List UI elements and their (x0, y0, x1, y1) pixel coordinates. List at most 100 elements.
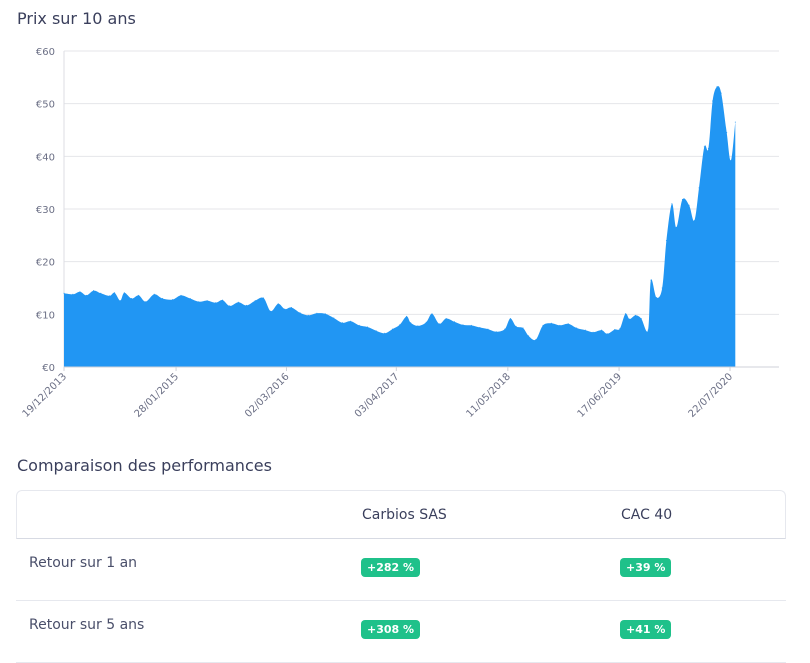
price-point (592, 331, 594, 333)
x-tick-label: 22/07/2020 (687, 371, 736, 420)
price-point (619, 328, 621, 330)
price-point (515, 325, 517, 327)
y-tick-label: €40 (36, 152, 55, 163)
cac40-return-badge: +39 % (620, 558, 672, 577)
price-point (341, 322, 343, 324)
price-point (688, 204, 690, 206)
price-point (375, 330, 377, 332)
x-tick-label: 28/01/2015 (133, 371, 182, 420)
price-point (153, 293, 155, 295)
price-point (333, 317, 335, 319)
price-point (162, 298, 163, 299)
price-point (584, 329, 586, 331)
price-point (624, 313, 626, 315)
price-point (324, 313, 326, 315)
x-tick-label: 02/03/2016 (243, 371, 292, 420)
price-point (79, 291, 81, 293)
performance-table-header: Carbios SAS CAC 40 (16, 490, 786, 539)
price-point (504, 328, 506, 330)
price-point (93, 290, 95, 292)
price-point (559, 324, 561, 326)
price-point (720, 92, 722, 94)
y-tick-label: €50 (36, 100, 55, 111)
price-point (72, 293, 74, 295)
price-point (123, 292, 125, 294)
price-point (650, 279, 652, 281)
column-header-cac40: CAC 40 (621, 507, 673, 523)
price-chart-svg: €0 €10 €20 €30 €40 €50 €60 19/12/2013 28/01/2015… (21, 47, 779, 420)
price-point (528, 335, 530, 337)
price-point (406, 315, 408, 317)
price-point (172, 299, 173, 301)
price-point (138, 294, 140, 296)
y-tick-label: €10 (36, 310, 55, 321)
price-point (189, 298, 191, 299)
price-point (707, 147, 709, 149)
price-chart: €0 €10 €20 €30 €40 €50 €60 19/12/2013 28/01/2015… (0, 38, 810, 438)
price-point (661, 287, 663, 289)
row-label: Retour sur 1 an (29, 555, 138, 571)
y-tick-label: €20 (36, 258, 55, 269)
carbios-return-badge: +282 % (361, 558, 421, 577)
price-point (290, 307, 292, 308)
price-point (277, 303, 279, 305)
price-point (438, 323, 440, 325)
price-point (445, 318, 447, 319)
price-point (693, 220, 695, 222)
price-point (703, 146, 705, 148)
price-point (479, 327, 481, 328)
price-point (299, 312, 301, 314)
price-point (391, 328, 393, 330)
price-point (734, 121, 736, 123)
price-point (509, 318, 511, 319)
y-tick-label: €60 (36, 47, 55, 58)
price-point (640, 318, 642, 319)
price-point (131, 298, 132, 299)
price-area-series (64, 86, 736, 367)
price-point (114, 292, 116, 294)
price-point (647, 329, 649, 331)
price-point (198, 301, 200, 303)
price-point (206, 300, 208, 302)
price-point (180, 294, 182, 296)
x-tick-label: 03/04/2017 (353, 371, 402, 420)
price-point (550, 322, 552, 324)
price-point (681, 199, 683, 200)
performance-table: Carbios SAS CAC 40 Retour sur 1 an +282 … (16, 490, 786, 663)
price-point (229, 305, 231, 307)
price-point (453, 321, 455, 323)
column-header-carbios: Carbios SAS (362, 507, 447, 523)
price-point (263, 297, 264, 299)
price-point (100, 292, 102, 294)
price-point (487, 328, 489, 330)
price-point (614, 329, 616, 331)
y-tick-label: €30 (36, 205, 55, 216)
price-point (367, 326, 368, 328)
price-point (470, 324, 472, 326)
price-point (606, 333, 608, 335)
price-point (634, 314, 636, 316)
price-point (384, 332, 386, 334)
price-point (63, 292, 65, 294)
price-point (108, 295, 110, 297)
price-point (567, 323, 569, 325)
price-point (671, 203, 673, 205)
price-point (522, 327, 524, 329)
price-point (462, 324, 464, 326)
price-point (712, 100, 714, 102)
table-row: Retour sur 1 an +282 % +39 % (16, 539, 786, 601)
price-point (601, 329, 603, 331)
price-point (145, 301, 147, 303)
price-point (535, 339, 537, 341)
x-tick-label: 17/06/2019 (576, 371, 625, 420)
price-point (222, 299, 224, 301)
price-point (316, 312, 318, 314)
price-point (399, 324, 401, 326)
price-point (417, 325, 419, 327)
price-point (215, 302, 217, 304)
x-tick-label: 11/05/2018 (464, 371, 513, 420)
table-row: Retour sur 5 ans +308 % +41 % (16, 601, 786, 663)
price-point (675, 226, 677, 228)
y-tick-label: €0 (42, 363, 55, 374)
price-point (307, 314, 309, 316)
